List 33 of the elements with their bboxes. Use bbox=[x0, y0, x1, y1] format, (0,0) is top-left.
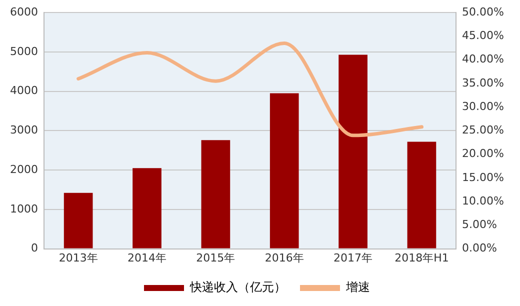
x-tick-label: 2015年 bbox=[196, 251, 236, 264]
x-tick-label: 2016年 bbox=[264, 251, 304, 264]
bar bbox=[270, 93, 299, 248]
bar bbox=[407, 142, 436, 248]
y2-tick-label: 45.00% bbox=[462, 29, 504, 42]
bar bbox=[64, 192, 93, 248]
y2-tick-label: 25.00% bbox=[462, 124, 504, 137]
y2-tick-label: 40.00% bbox=[462, 52, 504, 66]
legend-label: 增速 bbox=[345, 280, 370, 294]
y-tick-label: 4000 bbox=[10, 84, 38, 98]
y-tick-label: 3000 bbox=[10, 124, 38, 137]
y-tick-label: 2000 bbox=[10, 162, 38, 176]
y-tick-label: 5000 bbox=[10, 44, 38, 58]
x-tick-label: 2017年 bbox=[334, 251, 373, 264]
y2-tick-label: 35.00% bbox=[462, 76, 504, 90]
y2-tick-label: 15.00% bbox=[462, 170, 504, 184]
line-series bbox=[76, 42, 424, 138]
y-tick-label: 1000 bbox=[10, 202, 38, 216]
y2-tick-label: 20.00% bbox=[462, 147, 504, 160]
y2-tick-label: 50.00% bbox=[462, 5, 504, 18]
bar bbox=[132, 168, 162, 248]
y-tick-label: 0 bbox=[30, 242, 38, 255]
legend-label: 快递收入（亿元） bbox=[189, 280, 286, 294]
y2-tick-label: 10.00% bbox=[462, 194, 504, 208]
y2-tick-label: 0.00% bbox=[462, 242, 498, 255]
y-tick-label: 6000 bbox=[10, 5, 38, 18]
y2-tick-label: 5.00% bbox=[462, 218, 498, 232]
x-tick-label: 2013年 bbox=[58, 251, 98, 264]
bar bbox=[338, 54, 368, 248]
x-tick-label: 2018年H1 bbox=[394, 251, 449, 264]
x-tick-label: 2014年 bbox=[128, 251, 167, 264]
y2-tick-label: 30.00% bbox=[462, 100, 504, 113]
bar bbox=[201, 140, 230, 248]
